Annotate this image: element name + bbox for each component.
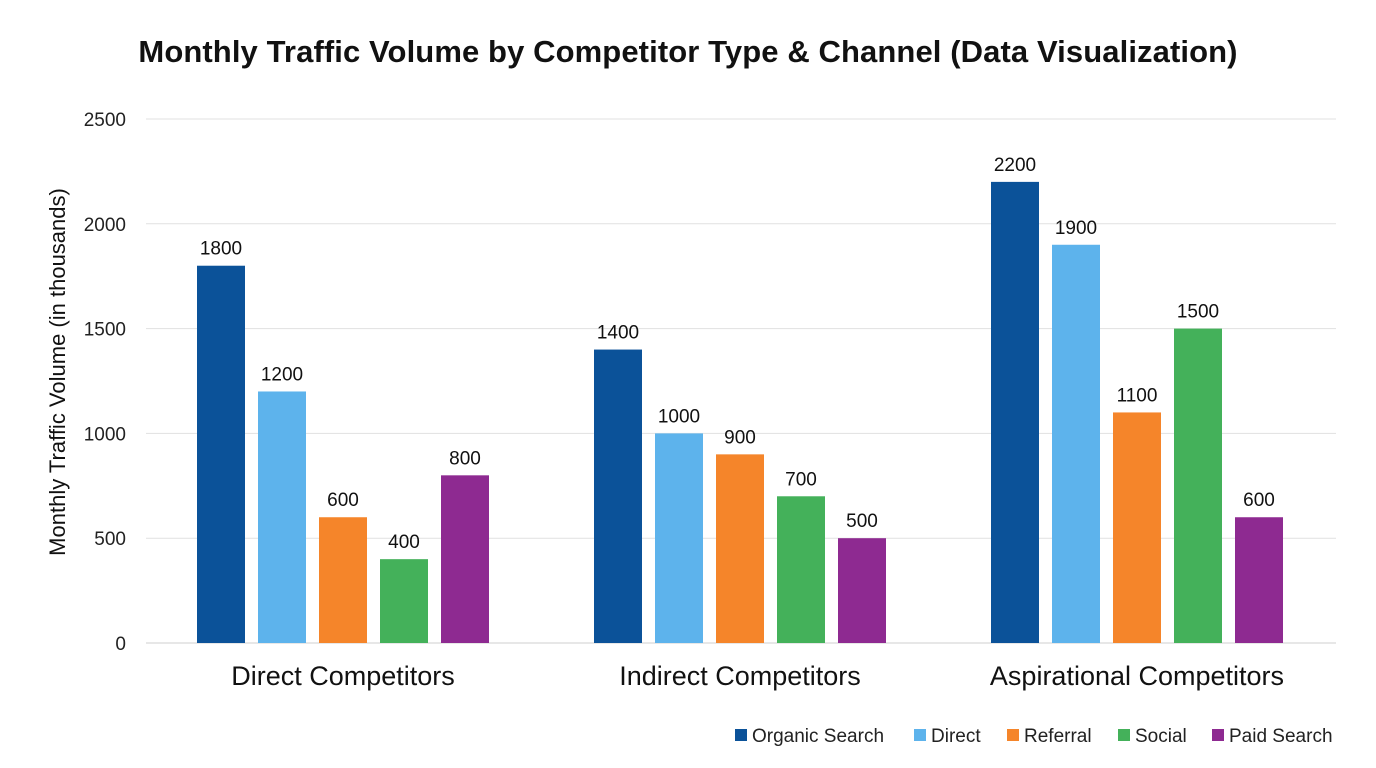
bar-paid-search [838, 538, 886, 643]
y-tick-label: 2000 [84, 215, 126, 236]
data-label: 700 [785, 469, 817, 490]
y-tick-label: 1000 [84, 424, 126, 445]
bar-paid-search [1235, 517, 1283, 643]
bar-direct [655, 433, 703, 643]
chart-title: Monthly Traffic Volume by Competitor Typ… [138, 34, 1238, 69]
legend-swatch [1007, 729, 1019, 741]
data-label: 500 [846, 511, 878, 532]
data-label: 1500 [1177, 302, 1219, 323]
data-label: 900 [724, 427, 756, 448]
y-axis-ticks: 0 500 1000 1500 2000 2500 [84, 110, 126, 655]
data-label: 1400 [597, 323, 639, 344]
data-label: 1000 [658, 406, 700, 427]
bar-social [380, 559, 428, 643]
legend-item-label: Direct [931, 726, 981, 747]
x-category-label: Aspirational Competitors [990, 661, 1284, 691]
bar-referral [319, 517, 367, 643]
bar-organic-search [991, 181, 1039, 643]
data-label: 2200 [994, 155, 1036, 176]
bar-organic-search [594, 349, 642, 643]
legend-item-label: Referral [1024, 726, 1092, 747]
data-label: 400 [388, 532, 420, 553]
category-labels: Direct Competitors Indirect Competitors As… [231, 661, 1284, 691]
x-category-label: Indirect Competitors [619, 661, 861, 691]
bar-direct [258, 391, 306, 643]
data-label: 600 [327, 490, 359, 511]
legend-swatch [1212, 729, 1224, 741]
bar-referral [1113, 412, 1161, 643]
y-tick-label: 1500 [84, 320, 126, 341]
legend-item-label: Organic Search [752, 726, 884, 747]
bar-direct [1052, 244, 1100, 643]
bar-social [777, 496, 825, 643]
legend: Organic Search Direct Referral Social Paid S… [735, 726, 1333, 747]
legend-swatch [1118, 729, 1130, 741]
legend-swatch [735, 729, 747, 741]
data-label: 1900 [1055, 218, 1097, 239]
legend-item-label: Paid Search [1229, 726, 1333, 747]
bars [197, 181, 1283, 643]
data-label: 1100 [1117, 385, 1158, 406]
legend-swatch [914, 729, 926, 741]
bar-paid-search [441, 475, 489, 643]
data-labels: 1800 1200 600 400 800 1400 1000 900 700 500 2200 19… [200, 155, 1275, 553]
data-label: 1200 [261, 364, 303, 385]
bar-organic-search [197, 265, 245, 643]
data-label: 1800 [200, 239, 242, 260]
y-tick-label: 500 [94, 529, 126, 550]
data-label: 600 [1243, 490, 1275, 511]
y-tick-label: 2500 [84, 110, 126, 131]
y-axis-title: Monthly Traffic Volume (in thousands) [45, 188, 70, 556]
y-tick-label: 0 [115, 634, 126, 655]
data-label: 800 [449, 448, 481, 469]
x-category-label: Direct Competitors [231, 661, 455, 691]
legend-item-label: Social [1135, 726, 1187, 747]
bar-social [1174, 328, 1222, 643]
bar-referral [716, 454, 764, 643]
